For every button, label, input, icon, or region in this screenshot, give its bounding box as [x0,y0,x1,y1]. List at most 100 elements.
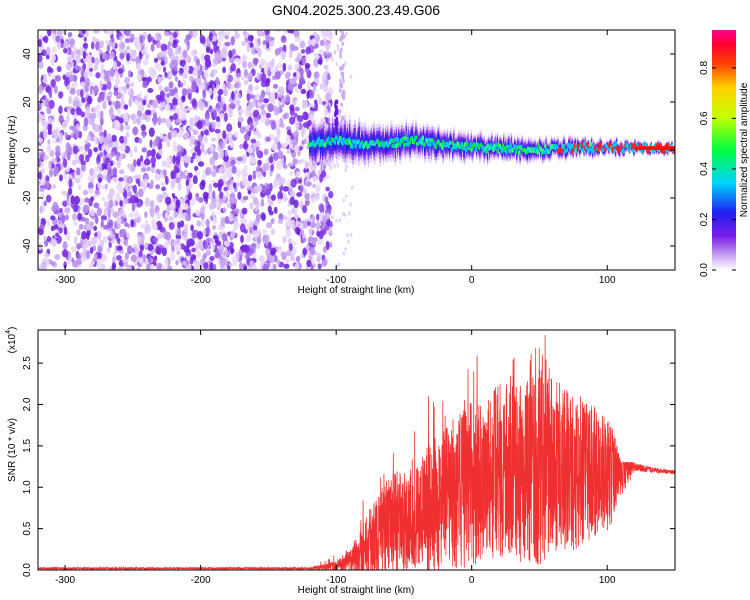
heatmap-cell [644,146,646,150]
heatmap-cell [103,224,109,230]
heatmap-cell [199,258,204,266]
heatmap-cell [230,63,237,72]
heatmap-cell [153,260,157,267]
heatmap-cell [191,230,197,240]
heatmap-cell [164,103,171,112]
heatmap-cell [91,41,95,50]
heatmap-cell [334,112,337,118]
heatmap-cell [118,208,125,219]
heatmap-cell [51,205,57,212]
heatmap-cell [339,37,342,42]
heatmap-cell [300,49,306,54]
heatmap-cell [40,119,47,127]
heatmap-cell [654,146,656,150]
colorbar-tick-label: 0.8 [699,61,710,75]
heatmap-cell [276,119,281,125]
heatmap-cell [72,203,79,213]
heatmap-cell [280,251,287,258]
heatmap-cell [134,36,140,47]
heatmap-cell [98,239,105,248]
heatmap-cell [96,258,101,268]
heatmap-cell [136,267,141,270]
heatmap-cell [118,177,124,182]
heatmap-cell [162,66,167,73]
heatmap-cell [298,178,302,184]
heatmap-cell [277,245,283,252]
heatmap-cell [336,163,340,168]
heatmap-cell [222,172,227,182]
heatmap-cell [200,206,205,215]
heatmap-cell [242,30,247,36]
heatmap-cell [87,135,92,142]
heatmap-cell [239,126,246,134]
heatmap-cell [123,135,128,143]
heatmap-cell [100,63,105,72]
spectrogram-x-tick-label: 100 [599,275,616,286]
heatmap-cell [56,30,62,38]
heatmap-cell [73,171,78,181]
heatmap-cell [197,151,201,157]
heatmap-cell [43,98,50,108]
heatmap-cell [319,224,324,230]
heatmap-cell [635,146,637,150]
heatmap-cell [260,58,266,66]
heatmap-cell [401,136,405,142]
heatmap-cell [189,257,194,265]
heatmap-cell [180,220,185,228]
heatmap-cell [263,98,270,104]
heatmap-cell [87,240,94,247]
heatmap-cell [150,211,155,219]
heatmap-cell [100,255,105,263]
heatmap-cell [129,82,135,87]
heatmap-cell [76,49,81,55]
heatmap-cell [339,53,342,58]
heatmap-cell [243,228,248,234]
heatmap-cell [292,45,299,51]
heatmap-cell [235,99,241,106]
heatmap-cell [234,57,240,63]
heatmap-cell [673,146,675,150]
heatmap-cell [150,263,155,270]
heatmap-cell [209,142,214,152]
heatmap-cell [254,85,260,91]
heatmap-cell [177,96,182,105]
heatmap-cell [47,116,53,125]
heatmap-cell [93,253,98,262]
heatmap-cell [142,80,148,89]
heatmap-cell [295,170,301,178]
heatmap-cell [253,219,260,226]
heatmap-cell [274,70,281,80]
heatmap-cell [165,206,170,214]
heatmap-cell [282,185,289,192]
heatmap-cell [258,94,264,104]
heatmap-cell [89,221,94,227]
heatmap-cell [154,172,160,180]
spectrogram-heatmap [38,30,675,270]
heatmap-cell [111,134,117,142]
heatmap-cell [302,138,307,145]
heatmap-cell [146,103,152,109]
heatmap-cell [115,77,121,84]
heatmap-cell [270,247,277,256]
heatmap-cell [108,91,113,97]
heatmap-cell [169,34,174,43]
heatmap-cell [75,64,79,71]
heatmap-cell [321,215,328,224]
heatmap-cell [38,137,43,144]
heatmap-cell [98,177,102,183]
heatmap-cell [48,67,54,74]
heatmap-cell [200,212,205,221]
heatmap-cell [66,109,71,117]
heatmap-cell [295,121,300,131]
heatmap-cell [130,165,136,172]
heatmap-cell [651,146,653,150]
heatmap-cell [294,106,300,112]
heatmap-cell [196,220,202,227]
snr-multiplier: (x104) [5,327,18,354]
heatmap-cell [197,134,204,143]
heatmap-cell [138,188,144,198]
heatmap-cell [390,137,393,144]
heatmap-cell [250,191,256,200]
heatmap-cell [655,146,657,150]
heatmap-cell [213,263,217,270]
